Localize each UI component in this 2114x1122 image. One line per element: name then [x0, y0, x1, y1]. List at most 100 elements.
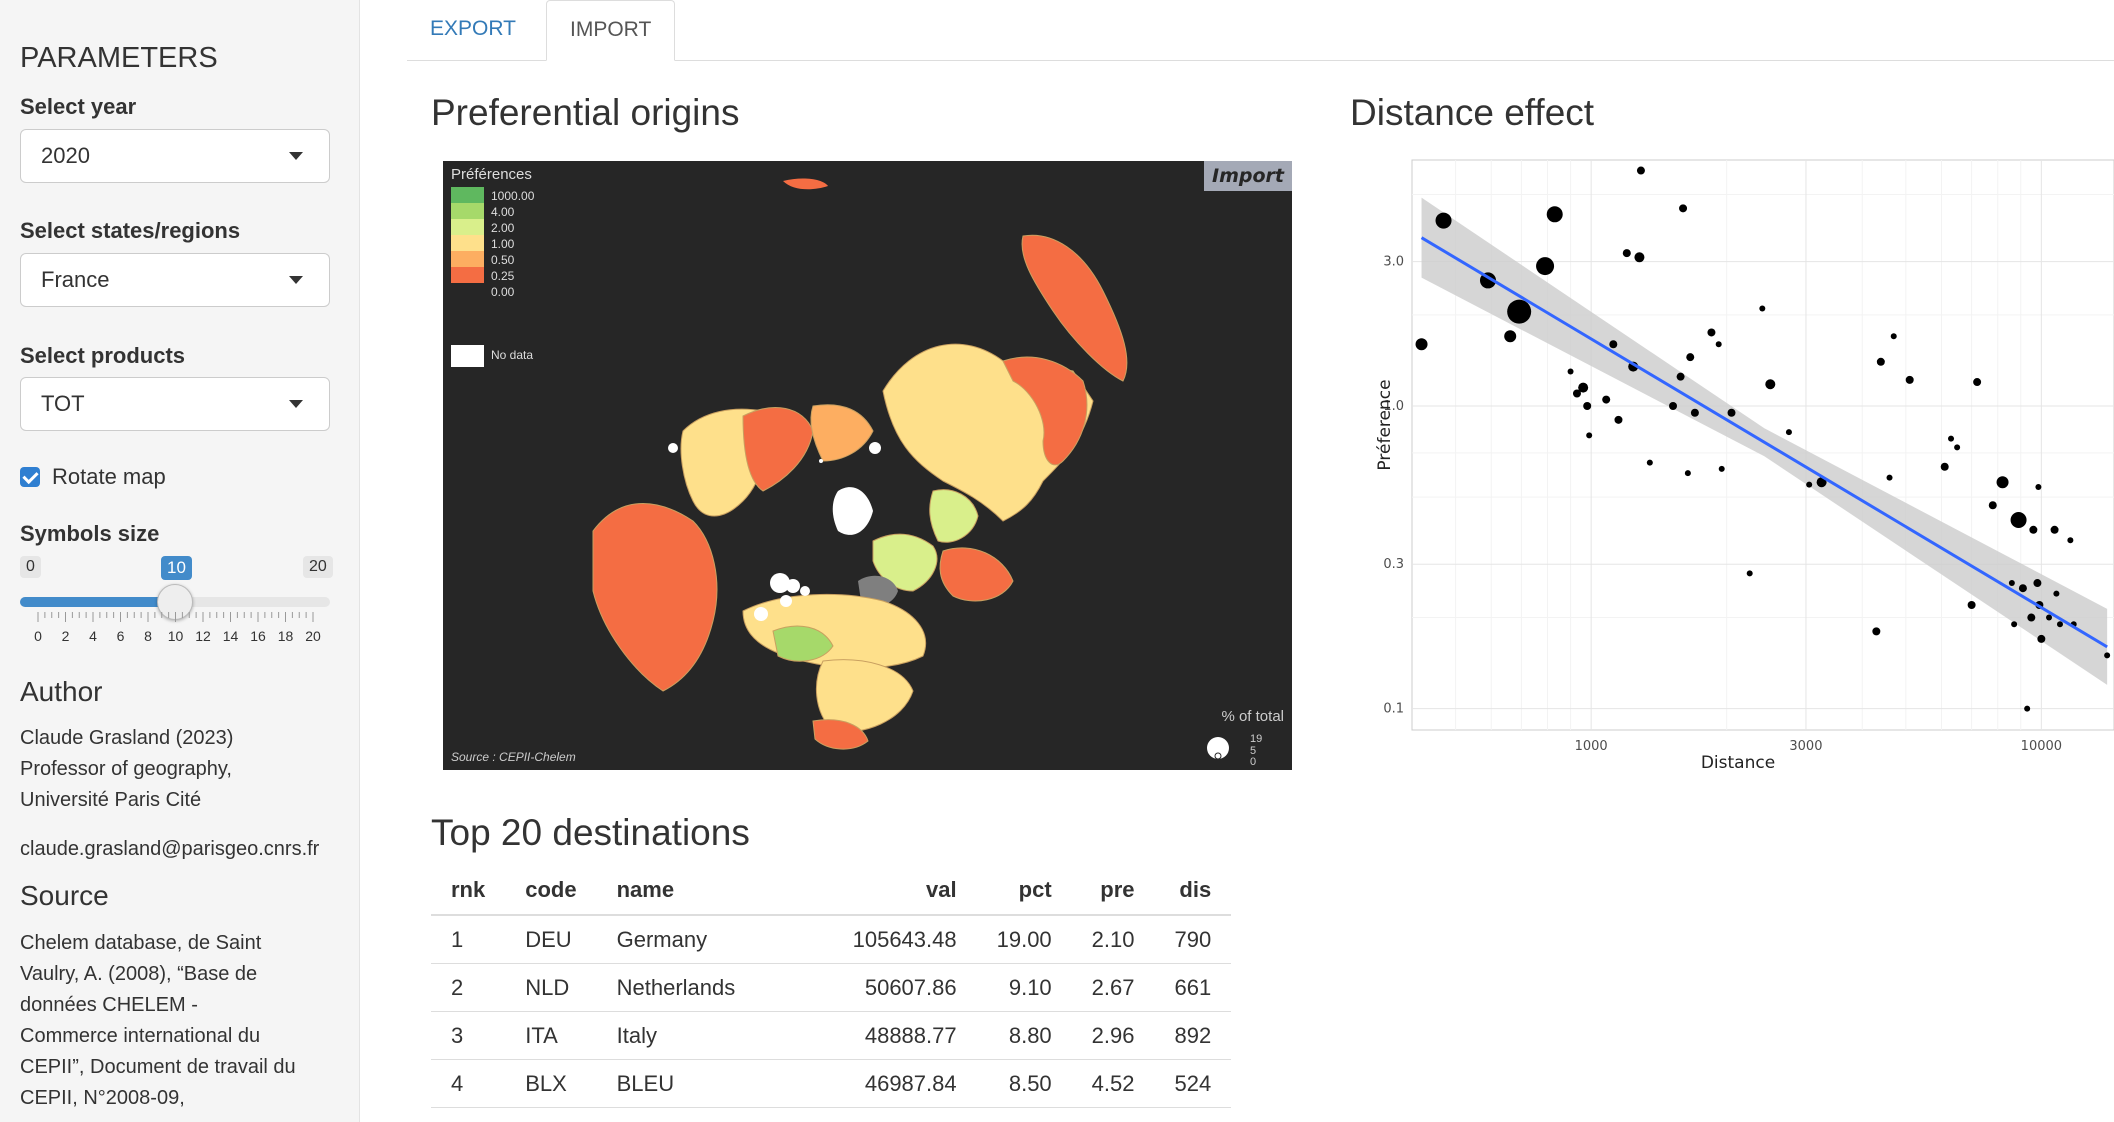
author-heading: Author: [20, 676, 103, 707]
legend-swatch: [451, 267, 484, 283]
scatter-point: [2024, 705, 2031, 712]
legend-swatch: [451, 235, 484, 251]
col-name[interactable]: name: [596, 866, 807, 916]
scatter-point: [1727, 408, 1736, 417]
table-row: 2 NLD Netherlands 50607.86 9.10 2.67 661: [431, 963, 1232, 1012]
tab-export[interactable]: EXPORT: [430, 17, 516, 40]
map-region-islands: [783, 178, 828, 190]
year-label: Select year: [20, 94, 137, 119]
parameters-title: PARAMETERS: [20, 42, 218, 74]
cell-rnk: 3: [431, 1011, 506, 1060]
col-pct[interactable]: pct: [976, 866, 1072, 916]
map-region-west-africa: [772, 625, 834, 662]
slider-value-label: 10: [161, 556, 192, 580]
scatter-point: [1940, 462, 1949, 471]
scatter-point: [2037, 634, 2046, 643]
table-row: 1 DEU Germany 105643.48 19.00 2.10 790: [431, 915, 1232, 964]
col-pre[interactable]: pre: [1071, 866, 1155, 916]
slider-fill: [20, 597, 175, 607]
scatter-point: [1676, 372, 1685, 381]
pct-circle-large: [1207, 737, 1229, 759]
x-tick-label: 10000: [2021, 739, 2062, 754]
scatter-point: [2056, 621, 2063, 628]
cell-pct: 19.00: [976, 915, 1072, 964]
year-select[interactable]: 2020: [20, 129, 330, 183]
author-line: Université Paris Cité: [20, 789, 202, 811]
scatter-point: [1707, 328, 1716, 337]
region-select[interactable]: France: [20, 253, 330, 307]
legend-swatch: [451, 251, 484, 267]
cell-pct: 8.50: [976, 1059, 1072, 1108]
scatter-point: [1435, 212, 1452, 229]
scatter-point: [2035, 483, 2042, 490]
source-line: Chelem database, de Saint: [20, 932, 262, 954]
scatter-point: [1546, 206, 1563, 223]
cell-val: 105643.48: [806, 915, 977, 964]
scatter-point: [1948, 435, 1955, 442]
slider-tick-label: 10: [167, 628, 184, 644]
rotate-map-row: Rotate map: [20, 464, 166, 490]
scatter-point: [1785, 429, 1792, 436]
caret-down-icon: [289, 400, 303, 408]
slider-tick-label: 4: [89, 628, 97, 644]
scatter-point: [1507, 299, 1532, 324]
cell-pre: 2.10: [1071, 915, 1155, 964]
cell-dis: 661: [1154, 963, 1232, 1012]
legend-label: 0.50: [491, 253, 515, 267]
map-region-central-africa: [815, 659, 914, 733]
tab-import[interactable]: IMPORT: [546, 0, 676, 61]
scatter-point: [1504, 330, 1517, 343]
scatter-point: [1602, 395, 1611, 404]
slider-tick-label: 18: [277, 628, 294, 644]
slider-ticks: [37, 612, 314, 622]
scatter-point: [2104, 652, 2111, 659]
year-select-value: 2020: [41, 143, 90, 168]
cell-pct: 8.80: [976, 1011, 1072, 1060]
map-circle: [869, 442, 881, 454]
cell-rnk: 1: [431, 915, 506, 964]
region-select-value: France: [41, 267, 110, 292]
cell-pre: 4.52: [1071, 1059, 1155, 1108]
cell-code: ITA: [505, 1011, 597, 1060]
pct-label: 19: [1250, 733, 1263, 745]
region-label: Select states/regions: [20, 218, 241, 243]
source-line: CEPII, N°2008-09,: [20, 1087, 185, 1109]
legend-label: 2.00: [491, 221, 515, 235]
col-rnk[interactable]: rnk: [431, 866, 506, 916]
scatter-point: [1684, 470, 1691, 477]
col-dis[interactable]: dis: [1154, 866, 1232, 916]
y-tick-label: 1.0: [1383, 399, 1404, 414]
scatter-point: [2010, 512, 2027, 529]
scatter-point: [1967, 601, 1976, 610]
col-code[interactable]: code: [505, 866, 597, 916]
map-region-middle-east: [939, 547, 1014, 602]
slider-tick-label: 6: [116, 628, 125, 644]
y-tick-label: 0.3: [1383, 557, 1404, 572]
map-circle: [668, 443, 678, 453]
scatter-point: [1765, 379, 1776, 390]
slider-tick-label: 16: [250, 628, 266, 644]
product-select[interactable]: TOT: [20, 377, 330, 431]
source-info: Chelem database, de Saint Vaulry, A. (20…: [20, 928, 350, 1114]
table-header-row: rnk code name val pct pre dis: [431, 866, 1232, 916]
check-icon: [22, 467, 39, 485]
destinations-table: rnk code name val pct pre dis 1 DEU Germ…: [431, 866, 1232, 1108]
scatter-point: [2050, 525, 2059, 534]
rotate-map-checkbox[interactable]: [20, 467, 40, 487]
scatter-point: [1567, 368, 1574, 375]
distance-scatter-plot: 1000 3000 10000 0.1 0.3 1.0 3.0 Distance Préfere…: [1375, 159, 2114, 773]
product-select-value: TOT: [41, 391, 85, 416]
legend-swatch: [451, 219, 484, 235]
cell-dis: 790: [1154, 915, 1232, 964]
product-label: Select products: [20, 343, 186, 368]
scatter-point: [1586, 432, 1593, 439]
source-line: CEPII”, Document de travail du: [20, 1056, 296, 1078]
scatter-point: [1679, 204, 1688, 213]
scatter-point: [1806, 481, 1813, 488]
scatter-point: [2067, 537, 2074, 544]
legend-label: 1000.00: [491, 189, 535, 203]
scatter-point: [1816, 477, 1827, 488]
col-val[interactable]: val: [806, 866, 977, 916]
pct-legend-circles: [1207, 737, 1229, 760]
scatter-point: [1572, 389, 1581, 398]
